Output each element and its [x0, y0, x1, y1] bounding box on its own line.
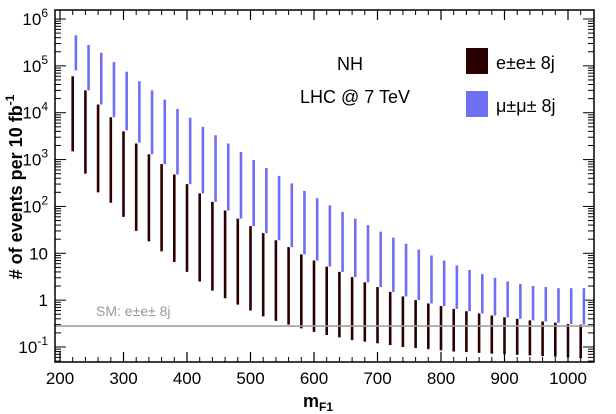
- y-tick-exponent: 2: [41, 193, 48, 207]
- y-tick-label: 10-1: [18, 334, 48, 357]
- x-tick-label: 200: [46, 369, 74, 388]
- y-tick-base: 1: [39, 291, 48, 310]
- sm-reference-label: SM: e±e± 8j: [96, 303, 171, 319]
- series-layer: [71, 35, 586, 359]
- y-tick-label: 106: [22, 6, 48, 29]
- x-tick-label: 500: [236, 369, 264, 388]
- x-tick-label: 900: [490, 369, 518, 388]
- legend-label-ee: e±e± 8j: [496, 53, 555, 73]
- y-axis-label-main: # of events per 10 fb: [6, 105, 26, 279]
- plot-frame: [54, 9, 595, 363]
- tick-marks: [55, 10, 594, 362]
- y-tick-label: 10: [29, 244, 48, 263]
- y-tick-label: 102: [22, 193, 48, 216]
- y-tick-base: 10: [22, 151, 41, 170]
- y-tick-base: 10: [18, 338, 37, 357]
- y-axis-label: # of events per 10 fb-1: [3, 94, 26, 279]
- y-axis-label-sup: -1: [3, 94, 17, 105]
- y-tick-base: 10: [22, 197, 41, 216]
- annotation-lhc: LHC @ 7 TeV: [300, 87, 410, 107]
- y-tick-base: 10: [29, 244, 48, 263]
- reference-line-layer: SM: e±e± 8j: [55, 303, 594, 327]
- legend: e±e± 8j μ±μ± 8j: [466, 48, 556, 117]
- y-tick-exponent: -1: [37, 334, 48, 348]
- annotation-nh: NH: [337, 54, 363, 74]
- legend-swatch-mumu: [466, 91, 488, 117]
- x-tick-label: 700: [363, 369, 391, 388]
- x-axis-label: mF1: [303, 391, 333, 414]
- x-tick-label: 800: [427, 369, 455, 388]
- y-tick-label: 104: [22, 100, 48, 123]
- y-tick-label: 1: [39, 291, 48, 310]
- x-tick-label: 600: [300, 369, 328, 388]
- y-tick-label: 105: [22, 53, 48, 76]
- legend-swatch-ee: [466, 48, 488, 74]
- y-tick-label: 103: [22, 147, 48, 170]
- y-tick-base: 10: [22, 10, 41, 29]
- x-axis-label-main: m: [303, 391, 319, 411]
- y-tick-exponent: 6: [41, 6, 48, 20]
- y-tick-exponent: 4: [41, 100, 48, 114]
- x-tick-label: 300: [109, 369, 137, 388]
- x-tick-label: 1000: [549, 369, 587, 388]
- x-axis-label-sub: F1: [319, 400, 333, 414]
- x-tick-labels: 200 300 400 500 600 700 800 900 1000: [46, 369, 587, 388]
- x-tick-label: 400: [173, 369, 201, 388]
- y-tick-exponent: 3: [41, 147, 48, 161]
- y-tick-exponent: 5: [41, 53, 48, 67]
- y-tick-base: 10: [22, 104, 41, 123]
- legend-label-mumu: μ±μ± 8j: [496, 96, 556, 116]
- y-tick-base: 10: [22, 57, 41, 76]
